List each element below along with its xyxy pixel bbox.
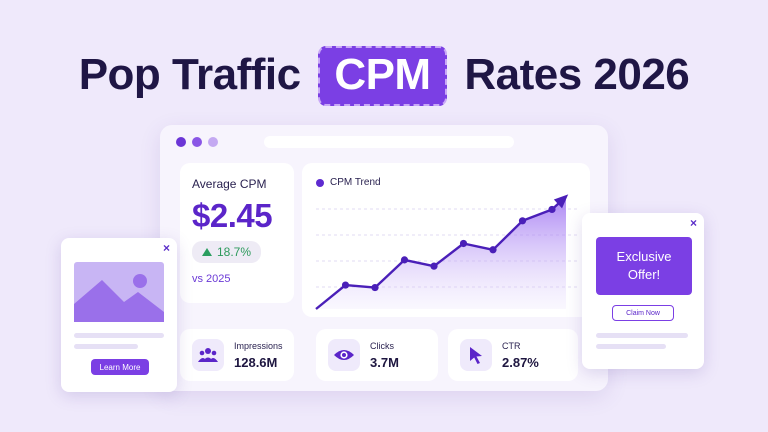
trend-point	[518, 217, 527, 225]
stat-card-impressions: Impressions 128.6M	[180, 329, 294, 381]
cpm-trend-card: CPM Trend	[302, 163, 590, 317]
users-icon	[192, 339, 224, 371]
impressions-value: 128.6M	[234, 354, 278, 370]
close-icon[interactable]: ×	[162, 241, 170, 255]
learn-more-button[interactable]: Learn More	[91, 359, 149, 375]
eye-icon	[328, 339, 360, 371]
offer-line-1: Exclusive	[616, 249, 672, 264]
right-popup-ad: × Exclusive Offer! Claim Now	[582, 213, 704, 369]
stat-card-clicks: Clicks 3.7M	[316, 329, 438, 381]
address-bar[interactable]	[264, 136, 514, 148]
trend-point	[400, 256, 409, 264]
trend-arrow-icon	[553, 194, 569, 209]
triangle-up-icon	[202, 248, 212, 256]
cursor-icon	[460, 339, 492, 371]
ctr-value: 2.87%	[502, 354, 539, 370]
trend-title: CPM Trend	[316, 177, 381, 188]
average-cpm-card: Average CPM $2.45 18.7% vs 2025	[180, 163, 294, 303]
window-dot[interactable]	[176, 137, 186, 147]
placeholder-text-line	[596, 333, 688, 338]
claim-now-button[interactable]: Claim Now	[612, 305, 674, 321]
stat-card-ctr: CTR 2.87%	[448, 329, 578, 381]
trend-area	[316, 196, 566, 309]
trend-point	[489, 246, 497, 254]
trend-chart	[315, 194, 578, 310]
trend-point	[371, 283, 379, 292]
trend-point	[548, 205, 556, 214]
trend-point	[341, 281, 350, 289]
clicks-label: Clicks	[370, 340, 394, 351]
change-badge: 18.7%	[192, 241, 262, 263]
placeholder-text-line	[596, 344, 666, 349]
offer-banner: Exclusive Offer!	[596, 237, 692, 295]
close-icon[interactable]: ×	[689, 216, 697, 230]
headline-text-after: Rates 2026	[464, 50, 690, 99]
headline-text-before: Pop Traffic	[78, 50, 301, 99]
placeholder-text-line	[74, 344, 138, 349]
window-dot[interactable]	[192, 137, 202, 147]
impressions-label: Impressions	[234, 340, 283, 351]
average-cpm-value: $2.45	[192, 197, 273, 234]
trend-point	[430, 262, 438, 270]
comparison-label: vs 2025	[192, 273, 231, 285]
headline: Pop Traffic CPM Rates 2026	[0, 46, 768, 106]
image-placeholder-icon	[74, 262, 164, 322]
window-controls	[176, 137, 218, 147]
change-value: 18.7%	[217, 245, 252, 259]
trend-point	[459, 239, 468, 248]
trend-line	[315, 195, 567, 310]
headline-highlight: CPM	[318, 46, 447, 106]
placeholder-text-line	[74, 333, 164, 338]
legend-dot-icon	[316, 178, 324, 187]
dashboard-window: Average CPM $2.45 18.7% vs 2025 CPM Tren…	[160, 125, 608, 391]
offer-line-2: Offer!	[627, 267, 661, 282]
trend-title-label: CPM Trend	[330, 177, 381, 188]
clicks-value: 3.7M	[370, 354, 399, 370]
window-dot[interactable]	[208, 137, 218, 147]
ctr-label: CTR	[502, 340, 521, 351]
left-popup-ad: × Learn More	[61, 238, 177, 392]
average-cpm-label: Average CPM	[192, 177, 267, 191]
